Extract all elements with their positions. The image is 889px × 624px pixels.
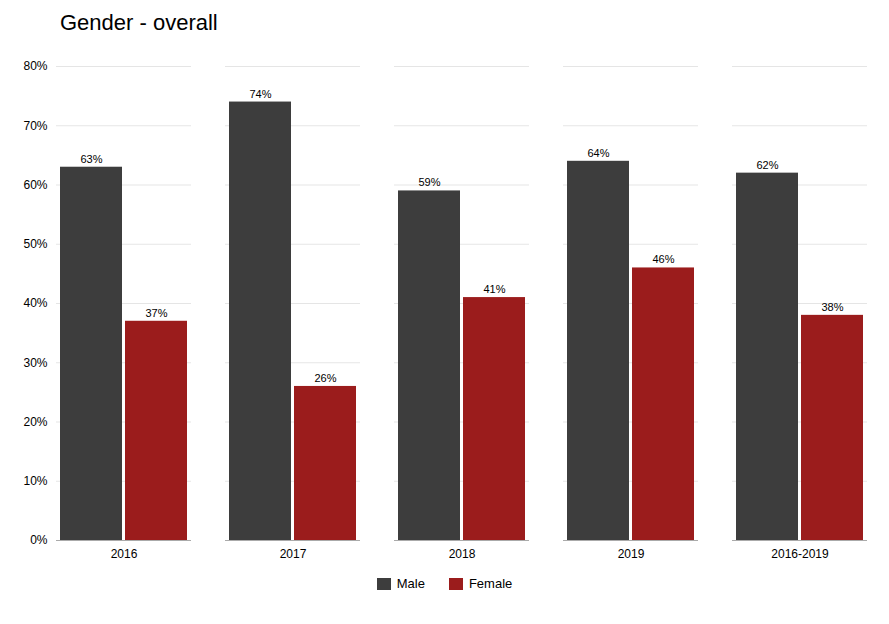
svg-text:10%: 10%	[23, 474, 47, 488]
svg-text:20%: 20%	[23, 415, 47, 429]
svg-text:38%: 38%	[821, 301, 843, 313]
svg-text:2017: 2017	[280, 547, 307, 561]
html-text:Female: Female	[468, 576, 513, 591]
svg-text:2019: 2019	[618, 547, 645, 561]
svg-text:46%: 46%	[652, 253, 674, 265]
svg-text:30%: 30%	[23, 356, 47, 370]
svg-text:59%: 59%	[418, 176, 440, 188]
svg-text:26%: 26%	[314, 372, 336, 384]
svg-text:50%: 50%	[23, 237, 47, 251]
svg-text:63%: 63%	[80, 153, 102, 165]
svg-text:64%: 64%	[587, 147, 609, 159]
svg-text:2018: 2018	[449, 547, 476, 561]
svg-text:70%: 70%	[23, 119, 47, 133]
html-text:Gender - overall: Gender - overall	[60, 10, 218, 35]
svg-text:41%: 41%	[483, 283, 505, 295]
svg-text:2016-2019: 2016-2019	[771, 547, 829, 561]
html-text:Male: Male	[396, 576, 425, 591]
svg-text:74%: 74%	[249, 88, 271, 100]
svg-text:80%: 80%	[23, 59, 47, 73]
svg-text:37%: 37%	[145, 307, 167, 319]
svg-text:60%: 60%	[23, 178, 47, 192]
svg-text:62%: 62%	[756, 159, 778, 171]
svg-text:2016: 2016	[111, 547, 138, 561]
svg-text:0%: 0%	[30, 533, 48, 547]
svg-text:40%: 40%	[23, 296, 47, 310]
